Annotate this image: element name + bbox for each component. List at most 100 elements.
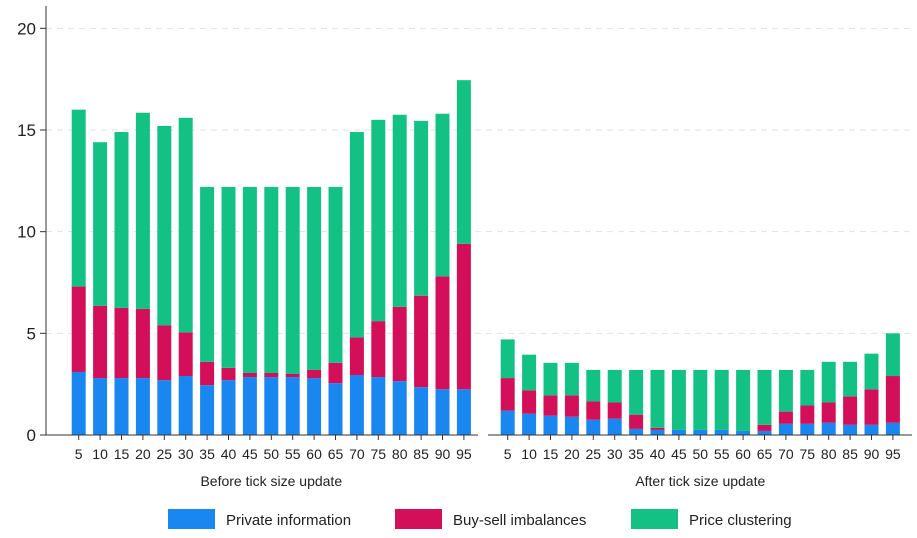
bar-segment-price-clustering xyxy=(778,369,793,412)
legend-label: Private information xyxy=(226,512,351,529)
bar-segment-private-information xyxy=(693,429,708,435)
bar-segment-price-clustering xyxy=(242,186,257,373)
bar-segment-price-clustering xyxy=(757,369,772,425)
bar-segment-private-information xyxy=(349,375,364,435)
bar-segment-buy-sell-imbalances xyxy=(843,396,858,425)
panel-label: Before tick size update xyxy=(200,473,342,489)
bar-segment-price-clustering xyxy=(157,125,172,326)
bar-segment-private-information xyxy=(736,430,751,435)
bar-segment-buy-sell-imbalances xyxy=(221,367,236,381)
bar-segment-private-information xyxy=(757,430,772,435)
bar-segment-buy-sell-imbalances xyxy=(349,337,364,376)
bar-segment-price-clustering xyxy=(736,369,751,431)
bar-segment-price-clustering xyxy=(414,120,429,296)
bar-segment-buy-sell-imbalances xyxy=(414,295,429,388)
bar-segment-price-clustering xyxy=(607,369,622,403)
bar-segment-price-clustering xyxy=(264,186,279,373)
bar-segment-private-information xyxy=(885,422,900,435)
bar-segment-buy-sell-imbalances xyxy=(629,414,644,429)
bar-segment-private-information xyxy=(178,376,193,435)
bar-segment-private-information xyxy=(71,371,86,435)
bar-segment-buy-sell-imbalances xyxy=(586,401,601,420)
x-tick-label: 40 xyxy=(650,446,666,462)
bar-segment-private-information xyxy=(456,389,471,435)
bar-segment-private-information xyxy=(135,378,150,435)
y-tick-label: 20 xyxy=(17,19,36,38)
x-tick-label: 95 xyxy=(456,446,472,462)
grid-layer xyxy=(46,27,912,334)
bar-segment-buy-sell-imbalances xyxy=(500,378,515,411)
bar-segment-private-information xyxy=(264,377,279,435)
x-tick-label: 75 xyxy=(371,446,387,462)
labels-layer: 0 5 10 15 20 5 10 15 20 25 30 35 40 45 50 55 60 65 70 75 80 8… xyxy=(17,19,901,489)
bar-segment-price-clustering xyxy=(307,186,322,370)
x-tick-label: 75 xyxy=(800,446,816,462)
bar-segment-buy-sell-imbalances xyxy=(114,307,129,379)
x-tick-label: 60 xyxy=(735,446,751,462)
x-tick-label: 20 xyxy=(564,446,580,462)
bar-segment-price-clustering xyxy=(93,142,108,306)
bar-segment-price-clustering xyxy=(522,354,537,391)
bar-segment-buy-sell-imbalances xyxy=(71,286,86,372)
bar-segment-price-clustering xyxy=(885,333,900,377)
bar-segment-private-information xyxy=(778,423,793,435)
bar-segment-buy-sell-imbalances xyxy=(435,276,450,390)
x-tick-label: 50 xyxy=(264,446,280,462)
x-tick-label: 85 xyxy=(413,446,429,462)
bar-segment-buy-sell-imbalances xyxy=(371,321,386,378)
bar-segment-private-information xyxy=(864,424,879,435)
bar-segment-private-information xyxy=(607,418,622,435)
bar-segment-private-information xyxy=(821,422,836,435)
bar-segment-buy-sell-imbalances xyxy=(264,372,279,378)
y-tick-label: 15 xyxy=(17,121,36,140)
bar-segment-private-information xyxy=(328,383,343,435)
legend: Private information Buy-sell imbalances Pr… xyxy=(168,509,792,529)
x-tick-label: 45 xyxy=(671,446,687,462)
bar-segment-private-information xyxy=(586,419,601,435)
bar-segment-buy-sell-imbalances xyxy=(456,243,471,390)
x-tick-label: 65 xyxy=(328,446,344,462)
x-tick-label: 70 xyxy=(349,446,365,462)
y-tick-label: 5 xyxy=(27,324,36,343)
bar-segment-price-clustering xyxy=(543,362,558,396)
panel-label: After tick size update xyxy=(635,473,765,489)
x-tick-label: 15 xyxy=(543,446,559,462)
bar-segment-price-clustering xyxy=(693,369,708,430)
y-tick-label: 10 xyxy=(17,223,36,242)
bar-segment-price-clustering xyxy=(629,369,644,415)
bar-segment-private-information xyxy=(93,378,108,435)
bar-segment-buy-sell-imbalances xyxy=(800,405,815,424)
bar-segment-private-information xyxy=(843,424,858,435)
x-tick-label: 60 xyxy=(306,446,322,462)
bar-segment-price-clustering xyxy=(800,369,815,406)
x-tick-label: 95 xyxy=(885,446,901,462)
x-tick-label: 55 xyxy=(714,446,730,462)
bar-segment-buy-sell-imbalances xyxy=(135,308,150,379)
bar-segment-buy-sell-imbalances xyxy=(778,411,793,424)
bar-segment-buy-sell-imbalances xyxy=(885,376,900,423)
bar-segment-buy-sell-imbalances xyxy=(607,402,622,419)
bar-segment-private-information xyxy=(414,387,429,435)
bar-segment-buy-sell-imbalances xyxy=(522,390,537,414)
x-tick-label: 30 xyxy=(178,446,194,462)
legend-label: Price clustering xyxy=(689,512,792,529)
axis-layer xyxy=(40,6,912,440)
bar-segment-price-clustering xyxy=(843,361,858,397)
bar-segment-price-clustering xyxy=(821,361,836,403)
x-tick-label: 70 xyxy=(778,446,794,462)
x-tick-label: 55 xyxy=(285,446,301,462)
bar-segment-private-information xyxy=(800,423,815,435)
bar-segment-price-clustering xyxy=(456,80,471,244)
bar-segment-price-clustering xyxy=(435,113,450,277)
legend-label: Buy-sell imbalances xyxy=(453,512,586,529)
bar-segment-buy-sell-imbalances xyxy=(242,372,257,378)
x-tick-label: 5 xyxy=(75,446,83,462)
x-tick-label: 5 xyxy=(504,446,512,462)
bar-segment-price-clustering xyxy=(500,339,515,379)
x-tick-label: 25 xyxy=(157,446,173,462)
bar-segment-buy-sell-imbalances xyxy=(285,374,300,378)
bar-segment-private-information xyxy=(307,378,322,435)
bar-segment-buy-sell-imbalances xyxy=(543,395,558,416)
